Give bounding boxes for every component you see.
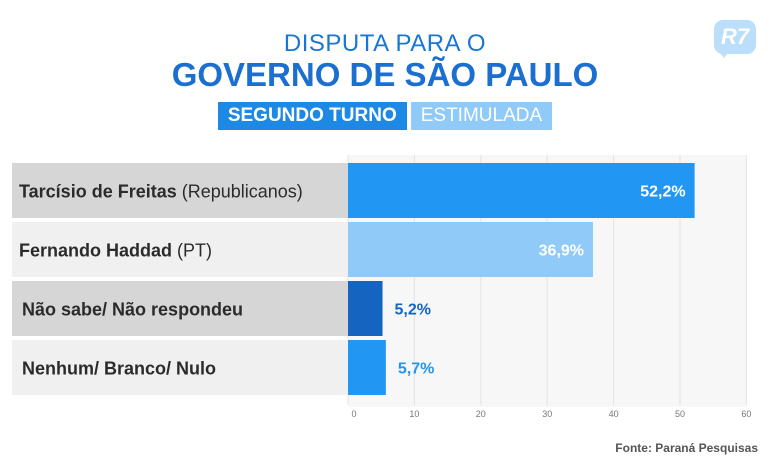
- x-tick-label: 20: [476, 409, 486, 419]
- x-tick-label: 10: [409, 409, 419, 419]
- value-label: 5,2%: [395, 302, 431, 319]
- value-label: 5,7%: [398, 361, 434, 378]
- category-label-bg: [12, 222, 348, 277]
- category-label-bg: [12, 163, 348, 218]
- category-name: Não sabe/ Não respondeu: [22, 300, 243, 320]
- bar: [348, 222, 594, 277]
- tag-type: ESTIMULADA: [410, 102, 553, 130]
- title-line-2: GOVERNO DE SÃO PAULO: [171, 56, 599, 93]
- logo-tail-icon: [718, 50, 730, 58]
- bar: [348, 340, 386, 395]
- bar: [348, 163, 695, 218]
- x-tick-label: 30: [542, 409, 552, 419]
- tag-round: SEGUNDO TURNO: [217, 102, 407, 130]
- x-tick-label: 40: [609, 409, 619, 419]
- bar: [348, 281, 383, 336]
- category-label-bg: [12, 281, 348, 336]
- x-tick-label: 50: [675, 409, 685, 419]
- tag-group: SEGUNDO TURNO ESTIMULADA: [0, 102, 770, 130]
- category-party: (Republicanos): [177, 182, 303, 202]
- source-text: Fonte: Paraná Pesquisas: [615, 441, 758, 455]
- category-label: Fernando Haddad (PT): [19, 241, 212, 261]
- category-party: (PT): [172, 241, 212, 261]
- category-name: Nenhum/ Branco/ Nulo: [22, 359, 216, 379]
- category-label-bg: [12, 340, 348, 395]
- category-label: Não sabe/ Não respondeu: [22, 300, 243, 320]
- category-name: Fernando Haddad: [19, 241, 172, 261]
- x-tick-label: 60: [741, 409, 751, 419]
- category-label: Tarcísio de Freitas (Republicanos): [19, 182, 303, 202]
- x-tick-label: 0: [351, 409, 356, 419]
- category-name: Tarcísio de Freitas: [19, 182, 177, 202]
- category-label: Nenhum/ Branco/ Nulo: [22, 359, 216, 379]
- r7-logo: R7: [714, 20, 756, 54]
- title-line-1: DISPUTA PARA O: [283, 30, 487, 57]
- value-label: 52,2%: [640, 184, 685, 201]
- value-label: 36,9%: [539, 243, 584, 260]
